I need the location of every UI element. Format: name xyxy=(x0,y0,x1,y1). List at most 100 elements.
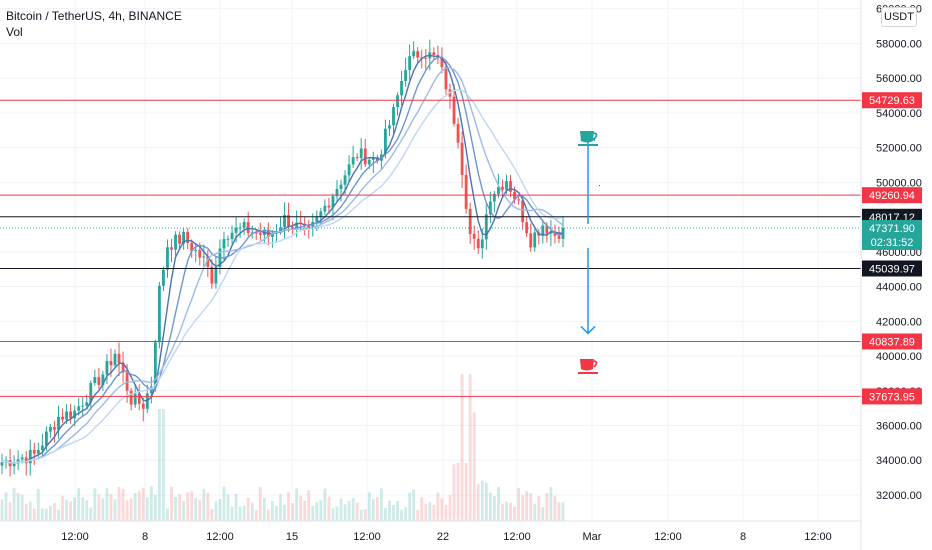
candle-body xyxy=(170,247,173,250)
price-tick-label: 40000.00 xyxy=(876,351,922,363)
take-profit-cup-icon xyxy=(578,131,598,146)
time-axis[interactable]: 12:00 8 12:00 15 12:00 22 12:00 Mar 12:00 8 12:00 xyxy=(61,531,832,543)
indicator-label[interactable]: Vol xyxy=(6,25,23,39)
price-tick-label: 44000.00 xyxy=(876,282,922,294)
level-price-text: 49260.94 xyxy=(869,190,915,202)
volume-bar xyxy=(299,495,303,521)
volume-bar xyxy=(166,508,169,521)
time-tick-label: 12:00 xyxy=(503,531,531,543)
volume-bar xyxy=(49,505,52,521)
dot-marker xyxy=(599,185,600,186)
volume-bar xyxy=(16,492,20,521)
candle-body xyxy=(16,459,20,464)
candle-body xyxy=(339,184,343,190)
volume-bar xyxy=(178,494,181,521)
candle-body xyxy=(525,222,529,234)
time-tick-label: 8 xyxy=(740,531,746,543)
volume-bar xyxy=(93,488,97,521)
candle-body xyxy=(327,205,331,208)
volume-bar xyxy=(275,505,278,521)
moving-average-line xyxy=(1,89,564,464)
candle-body xyxy=(242,222,246,228)
candle-body xyxy=(182,231,186,244)
volume-bar xyxy=(149,486,153,521)
volume-bar xyxy=(311,506,315,521)
time-tick-label: 15 xyxy=(286,531,298,543)
candle-body xyxy=(153,342,157,387)
volume-bar xyxy=(258,486,262,521)
volume-bar xyxy=(266,509,270,521)
candle-body xyxy=(230,232,234,240)
candle-body xyxy=(36,450,40,454)
volume-bar xyxy=(335,506,339,521)
volume-bar xyxy=(230,506,234,521)
volume-bar xyxy=(170,486,173,521)
time-tick-label: 12:00 xyxy=(206,531,234,543)
volume-bar xyxy=(218,499,222,521)
volume-bar xyxy=(517,487,521,521)
level-price-tag xyxy=(862,92,922,109)
candle-body xyxy=(363,148,367,165)
candle-body xyxy=(101,374,105,385)
grid xyxy=(0,0,861,521)
candle-body xyxy=(347,164,351,176)
candle-body xyxy=(432,52,436,56)
candle-body xyxy=(73,410,77,419)
volume-bar xyxy=(307,490,311,521)
candle-body xyxy=(258,232,262,235)
volume-bar xyxy=(89,507,93,521)
volume-bar xyxy=(484,482,488,521)
currency-button[interactable]: USDT xyxy=(881,7,917,27)
volume-bar xyxy=(117,486,121,521)
volume-bar xyxy=(20,494,24,521)
candle-body xyxy=(456,123,460,143)
candle-body xyxy=(117,353,121,364)
price-tick-label: 58000.00 xyxy=(876,38,922,50)
volume-bar xyxy=(464,462,468,521)
level-price-tag xyxy=(862,333,922,350)
volume-bar xyxy=(444,504,448,521)
candle-body xyxy=(509,181,512,192)
time-tick-label: 12:00 xyxy=(61,531,89,543)
candle-body xyxy=(44,431,48,446)
candle-body xyxy=(501,186,504,190)
volume-bar xyxy=(262,497,266,521)
price-tick-label: 32000.00 xyxy=(876,490,922,502)
volume-bar xyxy=(214,501,218,521)
candle-body xyxy=(497,186,500,195)
volume-bar xyxy=(109,493,113,521)
volume-bar xyxy=(145,497,149,521)
volume-bar xyxy=(254,509,258,521)
horizontal-levels[interactable] xyxy=(0,99,861,397)
candle-body xyxy=(198,249,202,258)
price-axis[interactable]: 60000.0058000.0056000.0054000.0052000.00… xyxy=(876,4,922,502)
candle-body xyxy=(133,393,137,405)
trade-annotations[interactable] xyxy=(578,131,600,374)
volume-bar xyxy=(291,503,295,521)
cup-body xyxy=(580,131,594,143)
volume-bar xyxy=(202,488,206,521)
candle-body xyxy=(396,95,399,108)
arrow-down-head xyxy=(580,325,596,335)
volume-bar xyxy=(125,500,129,521)
price-tick-label: 34000.00 xyxy=(876,455,922,467)
volume-bar xyxy=(198,499,202,521)
level-price-text: 54729.63 xyxy=(869,95,915,107)
candle-body xyxy=(190,242,194,252)
volume-bar xyxy=(432,504,436,521)
level-price-tag xyxy=(862,388,922,405)
symbol-title[interactable]: Bitcoin / TetherUS, 4h, BINANCE xyxy=(6,9,182,23)
candle-body xyxy=(85,402,89,406)
candle-body xyxy=(77,406,81,411)
candle-body xyxy=(40,445,44,451)
candle-body xyxy=(472,233,476,239)
volume-bar xyxy=(488,492,492,521)
candle-body xyxy=(351,157,355,165)
volume-bar xyxy=(61,495,64,521)
candle-body xyxy=(105,361,109,375)
candle-body xyxy=(323,205,327,212)
candle-body xyxy=(505,181,508,190)
volume-bar xyxy=(65,499,68,521)
cup-saucer xyxy=(578,372,598,374)
